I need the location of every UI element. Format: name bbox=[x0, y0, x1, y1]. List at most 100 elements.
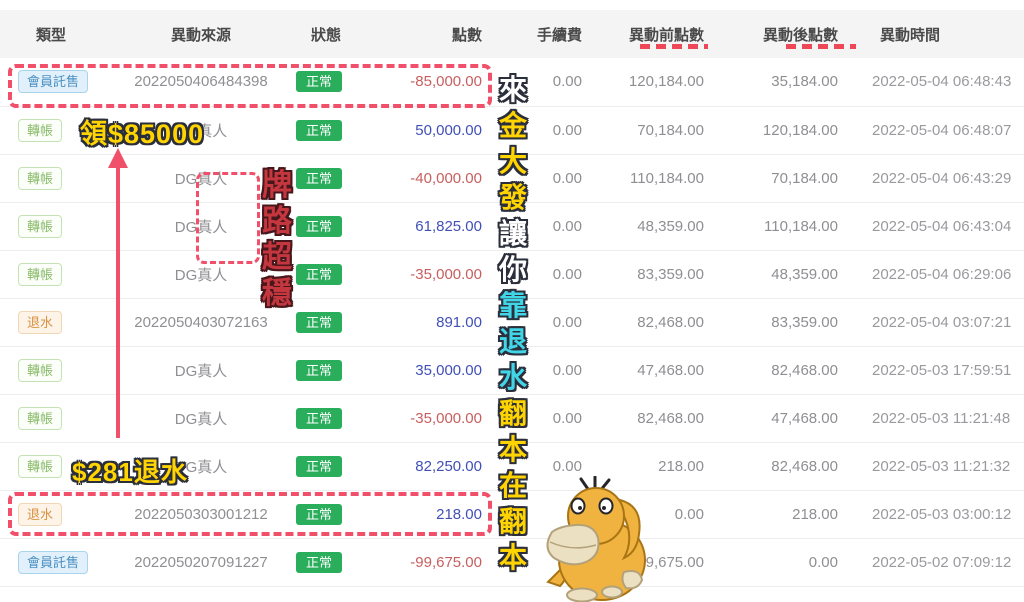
table-row: 轉帳 DG真人 正常 -35,000.00 0.00 82,468.00 47,468.00… bbox=[0, 394, 1024, 443]
after-points-cell: 70,184.00 bbox=[714, 154, 842, 203]
column-header: 異動時間 bbox=[842, 10, 1024, 58]
table-row: 會員託售 2022050207091227 正常 -99,675.00 99,675.0… bbox=[0, 538, 1024, 587]
annotation-claim-85000: 領$85000 bbox=[80, 119, 205, 149]
points-cell: -40,000.00 bbox=[362, 154, 490, 203]
vertical-red-char: 路 bbox=[262, 205, 292, 238]
type-badge: 會員託售 bbox=[18, 70, 89, 94]
status-cell: 正常 bbox=[290, 394, 362, 443]
type-badge: 轉帳 bbox=[18, 214, 63, 238]
time-cell: 2022-05-04 03:07:21 bbox=[842, 298, 1024, 347]
points-cell: 82,250.00 bbox=[362, 442, 490, 491]
table-row: 轉帳 DG真人 正常 61,825.00 0.00 48,359.00 110,184.00… bbox=[0, 202, 1024, 251]
vertical-red-char: 超 bbox=[262, 241, 292, 274]
points-cell: 61,825.00 bbox=[362, 202, 490, 251]
fee-cell: 0.00 bbox=[490, 58, 596, 107]
type-badge: 會員託售 bbox=[18, 550, 89, 574]
type-badge: 退水 bbox=[18, 502, 63, 526]
status-cell: 正常 bbox=[290, 154, 362, 203]
after-points-cell: 35,184.00 bbox=[714, 58, 842, 107]
time-cell: 2022-05-03 11:21:48 bbox=[842, 394, 1024, 443]
highlight-box-rebate-row bbox=[8, 492, 492, 536]
source-cell: DG真人 bbox=[112, 442, 290, 491]
after-points-cell: 218.00 bbox=[714, 490, 842, 539]
vertical-main-char: 水 bbox=[498, 362, 527, 393]
highlight-box-dg-source bbox=[196, 172, 260, 264]
after-points-cell: 110,184.00 bbox=[714, 202, 842, 251]
source-cell: DG真人 bbox=[112, 250, 290, 299]
status-badge: 正常 bbox=[296, 407, 343, 429]
status-badge: 正常 bbox=[296, 503, 343, 525]
vertical-main-char: 靠 bbox=[498, 290, 527, 321]
time-cell: 2022-05-04 06:43:04 bbox=[842, 202, 1024, 251]
vertical-red-char: 牌 bbox=[262, 169, 292, 202]
type-badge: 轉帳 bbox=[18, 118, 63, 142]
type-cell: 轉帳 bbox=[0, 106, 112, 155]
column-header: 異動前點數 bbox=[596, 10, 714, 58]
type-cell: 轉帳 bbox=[0, 154, 112, 203]
header-row: 類型 異動來源 狀態 點數 手續費 異動前點數 異動後點數 異動時間 bbox=[0, 10, 1024, 58]
vertical-main-char: 大 bbox=[498, 146, 527, 177]
source-cell: DG真人 bbox=[112, 394, 290, 443]
column-header: 異動來源 bbox=[112, 10, 290, 58]
time-cell: 2022-05-04 06:48:43 bbox=[842, 58, 1024, 107]
points-cell: 35,000.00 bbox=[362, 346, 490, 395]
type-cell: 退水 bbox=[0, 490, 112, 539]
source-cell: 2022050303001212 bbox=[112, 490, 290, 539]
annotation-vertical-red-text: 牌路超穩 bbox=[260, 168, 296, 312]
vertical-main-char: 在 bbox=[498, 470, 527, 501]
time-cell: 2022-05-04 06:29:06 bbox=[842, 250, 1024, 299]
vertical-main-char: 翻 bbox=[498, 398, 527, 429]
after-points-cell: 0.00 bbox=[714, 538, 842, 587]
header-underline-after-points bbox=[786, 44, 856, 49]
table-body: 會員託售 2022050406484398 正常 -85,000.00 0.00 120,… bbox=[0, 58, 1024, 587]
status-badge: 正常 bbox=[296, 311, 343, 333]
status-cell: 正常 bbox=[290, 442, 362, 491]
vertical-main-char: 本 bbox=[498, 434, 527, 465]
status-badge: 正常 bbox=[296, 455, 343, 477]
type-badge: 轉帳 bbox=[18, 262, 63, 286]
time-cell: 2022-05-02 07:09:12 bbox=[842, 538, 1024, 587]
fee-cell: 0.00 bbox=[490, 394, 596, 443]
column-header: 點數 bbox=[362, 10, 490, 58]
status-cell: 正常 bbox=[290, 346, 362, 395]
before-points-cell: 82,468.00 bbox=[596, 394, 714, 443]
vertical-main-char: 發 bbox=[498, 182, 527, 213]
status-cell: 正常 bbox=[290, 490, 362, 539]
status-badge: 正常 bbox=[296, 215, 343, 237]
source-cell: DG真人 bbox=[112, 202, 290, 251]
after-points-cell: 82,468.00 bbox=[714, 346, 842, 395]
vertical-main-char: 金 bbox=[498, 110, 527, 141]
points-cell: -35,000.00 bbox=[362, 394, 490, 443]
points-cell: 50,000.00 bbox=[362, 106, 490, 155]
points-cell: -99,675.00 bbox=[362, 538, 490, 587]
fee-cell: 0.00 bbox=[490, 346, 596, 395]
before-points-cell: 218.00 bbox=[596, 442, 714, 491]
fee-cell: 0.00 bbox=[490, 154, 596, 203]
table-header: 類型 異動來源 狀態 點數 手續費 異動前點數 異動後點數 異動時間 bbox=[0, 10, 1024, 58]
status-badge: 正常 bbox=[296, 551, 343, 573]
points-cell: 218.00 bbox=[362, 490, 490, 539]
source-cell: DG真人 bbox=[112, 346, 290, 395]
table-row: 轉帳 DG真人 正常 35,000.00 0.00 47,468.00 82,468.00 2… bbox=[0, 346, 1024, 395]
column-header: 手續費 bbox=[490, 10, 596, 58]
vertical-main-char: 讓 bbox=[498, 218, 527, 249]
type-badge: 退水 bbox=[18, 310, 63, 334]
annotation-rebate-281: $281退水 bbox=[72, 457, 188, 487]
type-badge: 轉帳 bbox=[18, 358, 63, 382]
before-points-cell: 110,184.00 bbox=[596, 154, 714, 203]
points-cell: 891.00 bbox=[362, 298, 490, 347]
vertical-main-char: 退 bbox=[498, 326, 527, 357]
source-cell: 2022050207091227 bbox=[112, 538, 290, 587]
column-header: 類型 bbox=[0, 10, 112, 58]
vertical-red-char: 穩 bbox=[262, 277, 292, 310]
status-badge: 正常 bbox=[296, 359, 343, 381]
source-cell: DG真人 bbox=[112, 106, 290, 155]
vertical-main-char: 翻 bbox=[498, 506, 527, 537]
after-points-cell: 47,468.00 bbox=[714, 394, 842, 443]
status-cell: 正常 bbox=[290, 250, 362, 299]
status-badge: 正常 bbox=[296, 71, 343, 93]
table-row: 退水 2022050403072163 正常 891.00 0.00 82,468.00 8… bbox=[0, 298, 1024, 347]
time-cell: 2022-05-03 03:00:12 bbox=[842, 490, 1024, 539]
header-underline-before-points bbox=[640, 44, 708, 49]
highlight-box-sell-row bbox=[8, 64, 492, 108]
